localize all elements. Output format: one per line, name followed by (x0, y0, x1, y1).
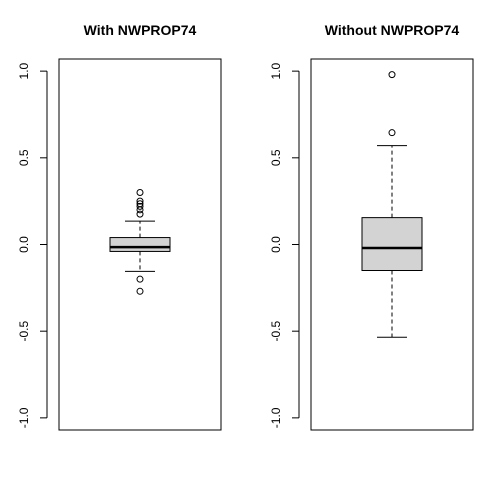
plot-frame (310, 58, 474, 431)
chart-title: With NWPROP74 (84, 22, 197, 38)
y-tick-label: 1.0 (269, 62, 283, 79)
chart-title: Without NWPROP74 (325, 22, 460, 38)
outlier-point (136, 275, 144, 283)
y-tick-label: 0.5 (269, 149, 283, 166)
y-tick-label: 0.5 (17, 149, 31, 166)
outlier-point (136, 188, 144, 196)
outlier-point (136, 287, 144, 295)
outlier-point (388, 129, 396, 137)
y-tick-label: 0.0 (17, 236, 31, 253)
y-tick-label: -0.5 (269, 321, 283, 342)
y-tick-label: -0.5 (17, 321, 31, 342)
outlier-point (136, 202, 144, 210)
iqr-box (109, 237, 171, 252)
panel-without-nwprop74: Without NWPROP74 -1.0 -0.5 0.0 0.5 1.0 (269, 22, 474, 431)
y-tick-label: 0.0 (269, 236, 283, 253)
outlier-point (388, 71, 396, 79)
y-tick-label: -1.0 (269, 407, 283, 428)
outlier-point (136, 206, 144, 214)
panel-with-nwprop74: With NWPROP74 -1.0 -0.5 0.0 0.5 1.0 (17, 22, 222, 431)
outlier-point (136, 197, 144, 205)
outlier-point (136, 210, 144, 218)
y-tick-label: -1.0 (17, 407, 31, 428)
iqr-box (361, 217, 423, 272)
y-tick-label: 1.0 (17, 62, 31, 79)
plot-frame (58, 58, 222, 431)
